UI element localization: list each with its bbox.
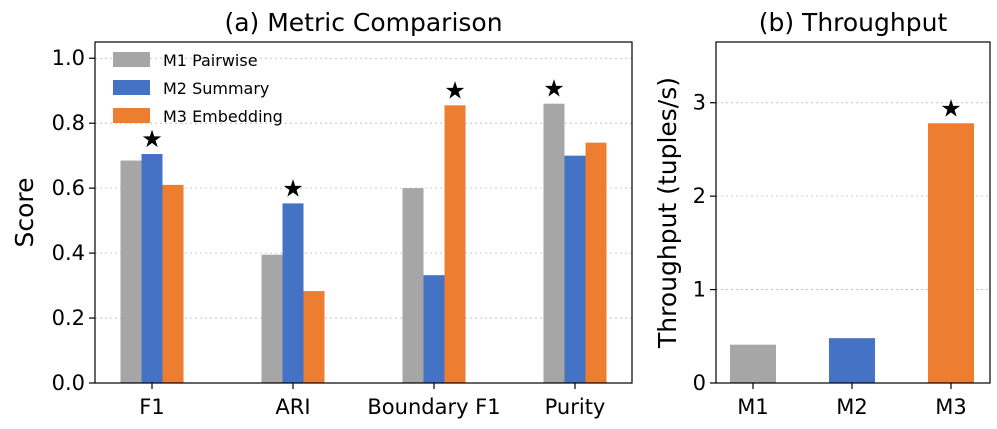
chart-b-x-ticks: M1 M2 M3 [737,383,967,419]
bar [141,154,163,383]
bar [585,142,607,383]
chart-a-title: (a) Metric Comparison [224,8,502,37]
bar [928,123,974,383]
x-tick-label: F1 [139,395,164,419]
bar [282,203,304,383]
bar [730,344,776,383]
y-tick-label: 3 [693,91,706,115]
legend-swatch [113,52,150,67]
y-tick-label: 0.6 [52,176,85,200]
chart-a-legend: M1 Pairwise M2 Summary M3 Embedding [113,51,283,126]
chart-a-ylabel: Score [10,177,39,247]
bar [120,160,142,383]
legend-label: M3 Embedding [163,107,283,126]
chart-b-title: (b) Throughput [759,8,948,37]
best-marker: ★ [543,75,565,103]
x-tick-label: M1 [737,395,768,419]
legend-label: M2 Summary [163,79,269,98]
panel-metric-comparison: (a) Metric Comparison Score ★★★ ★ 0.00.20… [10,8,633,419]
chart-b-ylabel: Throughput (tuples/s) [653,77,682,349]
x-tick-label: Purity [545,395,606,419]
chart-a-bars [120,103,607,383]
chart-a-y-ticks: 0.0 0.2 0.4 0.6 0.8 1.0 [52,46,95,395]
y-tick-label: 0.2 [52,306,85,330]
bar [564,155,586,383]
legend-swatch [113,108,150,123]
chart-a-x-ticks: F1 ARI Boundary F1 Purity [139,383,605,419]
x-tick-label: Boundary F1 [367,395,500,419]
chart-a-frame [94,41,633,384]
bar [402,188,424,383]
best-marker: ★ [141,125,163,153]
y-tick-label: 2 [693,184,706,208]
chart-b-y-ticks: 0 1 2 3 [693,91,716,395]
chart-b-bars [730,123,974,383]
x-tick-label: M3 [935,395,966,419]
y-tick-label: 1 [693,278,706,302]
bar [303,291,325,383]
legend-label: M1 Pairwise [163,51,258,70]
y-tick-label: 0 [693,371,706,395]
chart-b-frame [715,41,991,384]
y-tick-label: 1.0 [52,46,85,70]
y-tick-label: 0.4 [52,241,85,265]
bar [543,103,565,383]
y-tick-label: 0.0 [52,371,85,395]
chart-a-best-markers: ★ ★ ★ ★ [141,75,565,203]
best-marker: ★ [444,76,466,104]
bar [829,338,875,383]
legend-swatch [113,80,150,95]
y-tick-label: 0.8 [52,111,85,135]
bar [261,254,283,383]
x-tick-label: ARI [275,395,310,419]
chart-b-gridlines [716,102,990,290]
best-marker: ★ [940,94,962,122]
bar [162,184,184,383]
bar [444,105,466,383]
bar [423,275,445,383]
x-tick-label: M2 [836,395,867,419]
chart-b-best-markers: ★ [940,94,962,122]
best-marker: ★ [282,174,304,202]
panel-throughput: (b) Throughput Throughput (tuples/s) ★ 0… [653,8,991,419]
